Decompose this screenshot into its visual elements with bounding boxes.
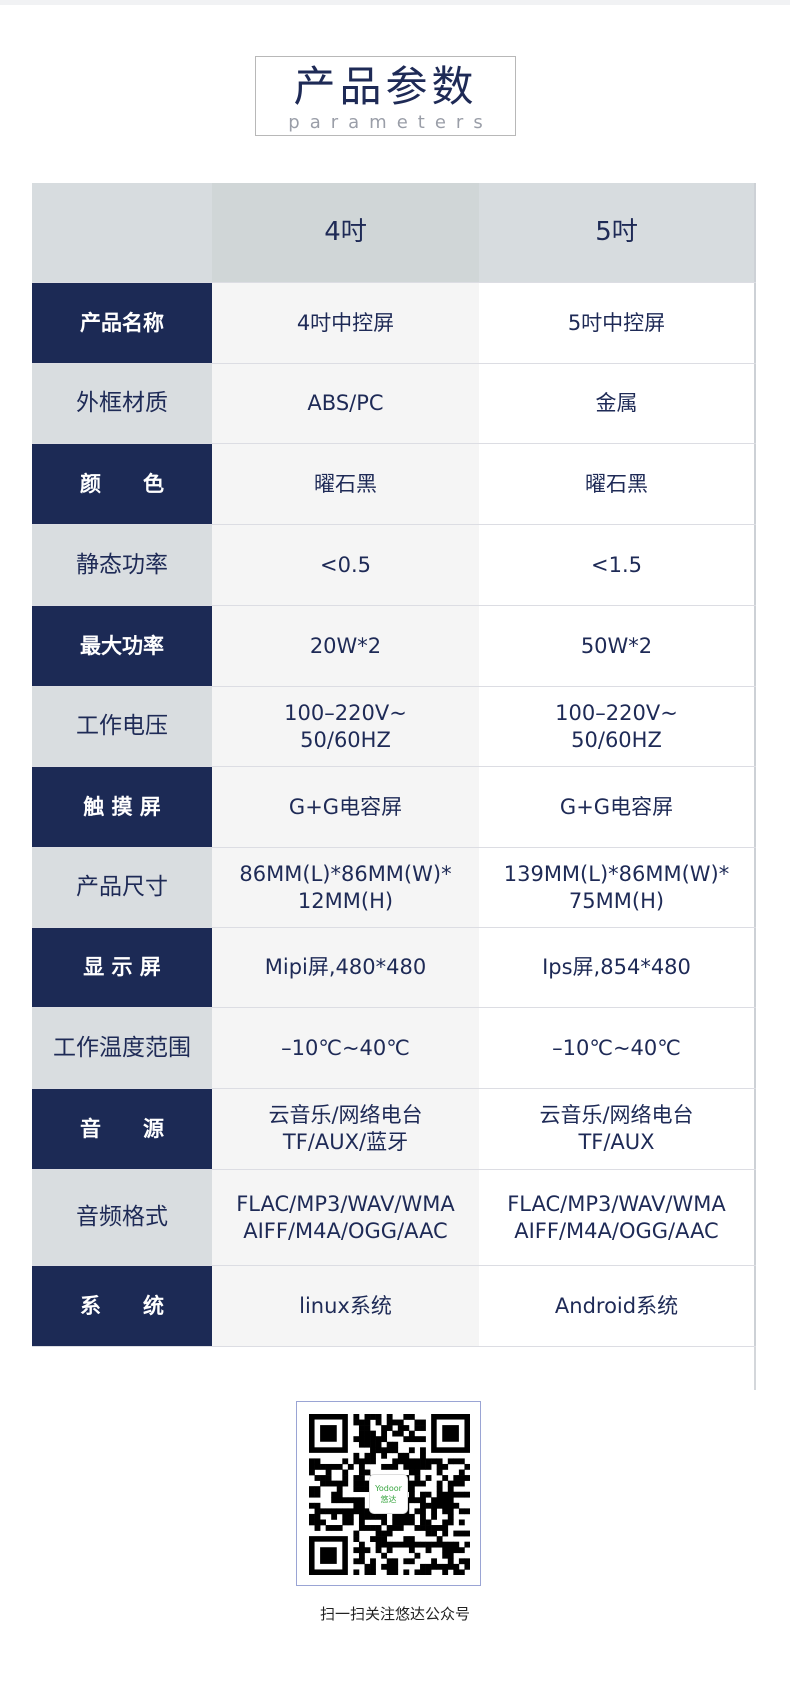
parameters-table: 4吋 5吋 产品名称 4吋中控屏 5吋中控屏 外框材质 ABS/PC 金属颜 色曜石黑 曜石… <box>32 183 756 1347</box>
row-label: 触 摸 屏 <box>32 767 212 847</box>
row-label: 工作电压 <box>32 687 212 766</box>
value-4inch: <0.5 <box>212 525 479 605</box>
table-row: 音频格式 FLAC/MP3/WAV/WMA AIFF/M4A/OGG/AAC FLA… <box>32 1170 756 1266</box>
value-5inch: FLAC/MP3/WAV/WMA AIFF/M4A/OGG/AAC <box>479 1170 756 1265</box>
value-4inch: linux系统 <box>212 1266 479 1346</box>
header-cell-5inch: 5吋 <box>479 183 756 282</box>
header-cell-empty <box>32 183 212 282</box>
qr-code-pattern <box>309 1414 470 1575</box>
value-4inch: G+G电容屏 <box>212 767 479 847</box>
value-5inch: 曜石黑 <box>479 444 756 524</box>
value-5inch: 云音乐/网络电台 TF/AUX <box>479 1089 756 1169</box>
table-row: 颜 色曜石黑 曜石黑 <box>32 444 756 525</box>
value-5inch: 50W*2 <box>479 606 756 686</box>
value-4inch: ABS/PC <box>212 364 479 443</box>
table-row: 工作温度范围 –10℃~40℃ –10℃~40℃ <box>32 1008 756 1089</box>
value-4inch: FLAC/MP3/WAV/WMA AIFF/M4A/OGG/AAC <box>212 1170 479 1265</box>
value-5inch: Android系统 <box>479 1266 756 1346</box>
table-row: 系 统 linux系统 Android系统 <box>32 1266 756 1347</box>
value-5inch: 金属 <box>479 364 756 443</box>
section-subtitle: parameters <box>288 112 493 133</box>
table-row: 静态功率 <0.5 <1.5 <box>32 525 756 606</box>
value-4inch: 86MM(L)*86MM(W)* 12MM(H) <box>212 848 479 927</box>
value-5inch: 100–220V~ 50/60HZ <box>479 687 756 766</box>
qr-code: Yodoor 悠达 <box>296 1401 481 1586</box>
row-label: 产品名称 <box>32 283 212 363</box>
row-label: 颜 色 <box>32 444 212 524</box>
value-4inch: 云音乐/网络电台 TF/AUX/蓝牙 <box>212 1089 479 1169</box>
table-row: 显 示 屏 Mipi屏,480*480 Ips屏,854*480 <box>32 928 756 1008</box>
header-cell-4inch: 4吋 <box>212 183 479 282</box>
value-4inch: Mipi屏,480*480 <box>212 928 479 1007</box>
qr-caption: 扫一扫关注悠达公众号 <box>319 1605 470 1623</box>
table-header-row: 4吋 5吋 <box>32 183 756 283</box>
value-5inch: 5吋中控屏 <box>479 283 756 363</box>
value-4inch: 4吋中控屏 <box>212 283 479 363</box>
brand-logo: Yodoor 悠达 <box>369 1474 408 1514</box>
value-4inch: 曜石黑 <box>212 444 479 524</box>
row-label: 产品尺寸 <box>32 848 212 927</box>
row-label: 系 统 <box>32 1266 212 1346</box>
table-row: 外框材质 ABS/PC 金属 <box>32 364 756 444</box>
section-title-box: 产品参数 parameters <box>255 56 516 136</box>
table-row: 触 摸 屏 G+G电容屏 G+G电容屏 <box>32 767 756 848</box>
row-label: 显 示 屏 <box>32 928 212 1007</box>
value-5inch: G+G电容屏 <box>479 767 756 847</box>
logo-text: Yodoor <box>375 1484 402 1493</box>
table-row: 最大功率 20W*2 50W*2 <box>32 606 756 687</box>
logo-cn: 悠达 <box>380 1495 397 1504</box>
table-row: 产品名称 4吋中控屏 5吋中控屏 <box>32 283 756 364</box>
row-label: 音频格式 <box>32 1170 212 1265</box>
table-row: 产品尺寸 86MM(L)*86MM(W)* 12MM(H) 139MM(L)*86M… <box>32 848 756 928</box>
value-4inch: 100–220V~ 50/60HZ <box>212 687 479 766</box>
table-edge-line <box>754 1347 756 1390</box>
value-5inch: <1.5 <box>479 525 756 605</box>
row-label: 最大功率 <box>32 606 212 686</box>
section-title: 产品参数 <box>293 62 478 111</box>
row-label: 外框材质 <box>32 364 212 443</box>
row-label: 静态功率 <box>32 525 212 605</box>
value-5inch: Ips屏,854*480 <box>479 928 756 1007</box>
row-label: 音 源 <box>32 1089 212 1169</box>
table-row: 工作电压 100–220V~ 50/60HZ 100–220V~ 50/60HZ <box>32 687 756 767</box>
value-5inch: 139MM(L)*86MM(W)* 75MM(H) <box>479 848 756 927</box>
value-4inch: 20W*2 <box>212 606 479 686</box>
value-4inch: –10℃~40℃ <box>212 1008 479 1088</box>
table-row: 音 源云音乐/网络电台 TF/AUX/蓝牙 云音乐/网络电台 TF/AUX <box>32 1089 756 1170</box>
value-5inch: –10℃~40℃ <box>479 1008 756 1088</box>
top-bar <box>0 0 790 5</box>
row-label: 工作温度范围 <box>32 1008 212 1088</box>
